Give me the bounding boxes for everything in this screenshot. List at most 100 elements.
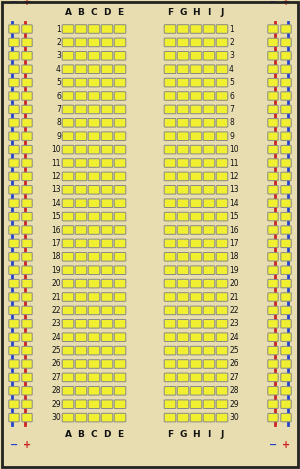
FancyBboxPatch shape bbox=[203, 360, 215, 368]
FancyBboxPatch shape bbox=[164, 132, 176, 141]
FancyBboxPatch shape bbox=[75, 293, 87, 301]
Text: 13: 13 bbox=[51, 185, 61, 194]
Text: 4: 4 bbox=[56, 65, 61, 74]
FancyBboxPatch shape bbox=[164, 145, 176, 154]
FancyBboxPatch shape bbox=[164, 252, 176, 261]
FancyBboxPatch shape bbox=[114, 159, 126, 167]
Text: 18: 18 bbox=[229, 252, 238, 261]
FancyBboxPatch shape bbox=[216, 226, 228, 234]
FancyBboxPatch shape bbox=[22, 293, 32, 301]
FancyBboxPatch shape bbox=[75, 386, 87, 395]
FancyBboxPatch shape bbox=[9, 78, 19, 87]
Text: I: I bbox=[207, 8, 211, 16]
Text: 23: 23 bbox=[229, 319, 238, 328]
FancyBboxPatch shape bbox=[88, 172, 100, 181]
Text: A: A bbox=[64, 430, 71, 439]
FancyBboxPatch shape bbox=[164, 186, 176, 194]
FancyBboxPatch shape bbox=[75, 266, 87, 274]
Text: 6: 6 bbox=[56, 91, 61, 100]
FancyBboxPatch shape bbox=[101, 373, 113, 382]
FancyBboxPatch shape bbox=[88, 346, 100, 355]
FancyBboxPatch shape bbox=[101, 293, 113, 301]
FancyBboxPatch shape bbox=[114, 373, 126, 382]
FancyBboxPatch shape bbox=[114, 346, 126, 355]
FancyBboxPatch shape bbox=[177, 333, 189, 341]
FancyBboxPatch shape bbox=[177, 266, 189, 274]
FancyBboxPatch shape bbox=[203, 159, 215, 167]
FancyBboxPatch shape bbox=[9, 293, 19, 301]
FancyBboxPatch shape bbox=[203, 52, 215, 60]
FancyBboxPatch shape bbox=[75, 239, 87, 248]
FancyBboxPatch shape bbox=[203, 132, 215, 141]
FancyBboxPatch shape bbox=[75, 186, 87, 194]
FancyBboxPatch shape bbox=[88, 373, 100, 382]
FancyBboxPatch shape bbox=[203, 346, 215, 355]
FancyBboxPatch shape bbox=[22, 145, 32, 154]
Text: 5: 5 bbox=[229, 78, 234, 87]
FancyBboxPatch shape bbox=[22, 186, 32, 194]
FancyBboxPatch shape bbox=[101, 400, 113, 408]
FancyBboxPatch shape bbox=[281, 373, 291, 382]
FancyBboxPatch shape bbox=[268, 78, 278, 87]
FancyBboxPatch shape bbox=[88, 105, 100, 113]
FancyBboxPatch shape bbox=[75, 78, 87, 87]
FancyBboxPatch shape bbox=[114, 386, 126, 395]
Text: 12: 12 bbox=[52, 172, 61, 181]
FancyBboxPatch shape bbox=[268, 212, 278, 221]
Text: 14: 14 bbox=[51, 199, 61, 208]
FancyBboxPatch shape bbox=[177, 52, 189, 60]
FancyBboxPatch shape bbox=[164, 413, 176, 422]
FancyBboxPatch shape bbox=[75, 226, 87, 234]
Text: B: B bbox=[78, 430, 84, 439]
FancyBboxPatch shape bbox=[281, 239, 291, 248]
FancyBboxPatch shape bbox=[114, 319, 126, 328]
FancyBboxPatch shape bbox=[177, 65, 189, 74]
FancyBboxPatch shape bbox=[62, 212, 74, 221]
FancyBboxPatch shape bbox=[9, 199, 19, 207]
FancyBboxPatch shape bbox=[216, 78, 228, 87]
FancyBboxPatch shape bbox=[88, 65, 100, 74]
FancyBboxPatch shape bbox=[9, 253, 19, 261]
FancyBboxPatch shape bbox=[203, 293, 215, 301]
FancyBboxPatch shape bbox=[101, 92, 113, 100]
FancyBboxPatch shape bbox=[190, 212, 202, 221]
FancyBboxPatch shape bbox=[62, 199, 74, 207]
FancyBboxPatch shape bbox=[203, 400, 215, 408]
Text: 30: 30 bbox=[51, 413, 61, 422]
FancyBboxPatch shape bbox=[268, 319, 278, 328]
FancyBboxPatch shape bbox=[281, 386, 291, 395]
FancyBboxPatch shape bbox=[88, 252, 100, 261]
FancyBboxPatch shape bbox=[88, 119, 100, 127]
Text: D: D bbox=[103, 8, 111, 16]
Text: I: I bbox=[207, 430, 211, 439]
FancyBboxPatch shape bbox=[62, 145, 74, 154]
FancyBboxPatch shape bbox=[203, 226, 215, 234]
FancyBboxPatch shape bbox=[216, 25, 228, 33]
FancyBboxPatch shape bbox=[114, 306, 126, 315]
FancyBboxPatch shape bbox=[190, 52, 202, 60]
Text: 2: 2 bbox=[56, 38, 61, 47]
FancyBboxPatch shape bbox=[281, 25, 291, 33]
FancyBboxPatch shape bbox=[9, 119, 19, 127]
FancyBboxPatch shape bbox=[177, 92, 189, 100]
FancyBboxPatch shape bbox=[190, 386, 202, 395]
FancyBboxPatch shape bbox=[177, 239, 189, 248]
FancyBboxPatch shape bbox=[203, 306, 215, 315]
FancyBboxPatch shape bbox=[216, 105, 228, 113]
Text: 28: 28 bbox=[52, 386, 61, 395]
FancyBboxPatch shape bbox=[75, 159, 87, 167]
FancyBboxPatch shape bbox=[190, 226, 202, 234]
FancyBboxPatch shape bbox=[164, 293, 176, 301]
Text: 25: 25 bbox=[51, 346, 61, 355]
FancyBboxPatch shape bbox=[164, 280, 176, 288]
FancyBboxPatch shape bbox=[114, 239, 126, 248]
FancyBboxPatch shape bbox=[101, 25, 113, 33]
FancyBboxPatch shape bbox=[177, 306, 189, 315]
FancyBboxPatch shape bbox=[62, 239, 74, 248]
FancyBboxPatch shape bbox=[114, 266, 126, 274]
FancyBboxPatch shape bbox=[177, 400, 189, 408]
FancyBboxPatch shape bbox=[75, 360, 87, 368]
FancyBboxPatch shape bbox=[75, 199, 87, 207]
FancyBboxPatch shape bbox=[9, 239, 19, 248]
FancyBboxPatch shape bbox=[190, 119, 202, 127]
